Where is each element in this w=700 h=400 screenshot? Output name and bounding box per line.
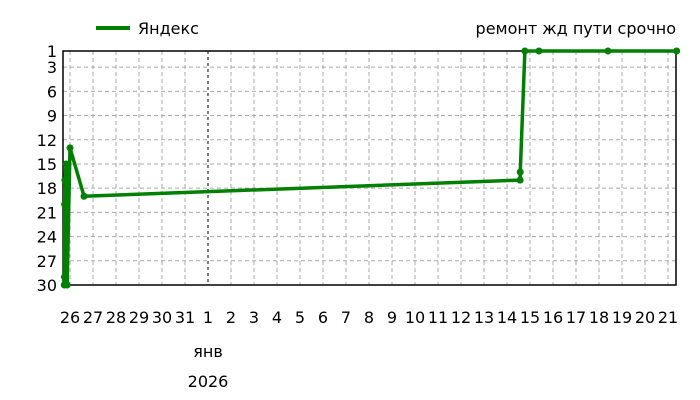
data-point (516, 176, 524, 184)
x-tick-label: 27 (83, 308, 103, 327)
x-tick-label: 7 (341, 308, 351, 327)
data-point (62, 160, 70, 168)
data-point (66, 144, 74, 152)
x-tick-label: 13 (474, 308, 494, 327)
x-tick-label: 29 (129, 308, 149, 327)
y-tick-label: 1 (47, 42, 57, 61)
x-tick-label: 10 (405, 308, 425, 327)
x-tick-label: 3 (249, 308, 259, 327)
x-tick-label: 2 (226, 308, 236, 327)
x-tick-label: 19 (612, 308, 632, 327)
data-point (61, 176, 69, 184)
data-point (673, 47, 681, 55)
y-tick-label: 12 (37, 131, 57, 150)
y-tick-label: 30 (37, 276, 57, 295)
x-tick-label: 16 (543, 308, 563, 327)
y-axis: 13 6 9 12 15 18 21 24 27 30 (37, 42, 57, 295)
legend-label: Яндекс (138, 19, 199, 38)
data-point (521, 47, 529, 55)
x-year-label: 2026 (188, 372, 229, 391)
x-axis: 26 27 28 29 30 31 1 2 3 4 5 6 7 8 9 10 11 12 13 14 15 16 17 18 1… (60, 308, 678, 327)
data-point (604, 47, 612, 55)
x-tick-label: 17 (566, 308, 586, 327)
y-tick-label: 6 (47, 82, 57, 101)
y-tick-label: 27 (37, 252, 57, 271)
x-month-label: янв (193, 342, 223, 361)
x-tick-label: 12 (451, 308, 471, 327)
data-point (60, 273, 68, 281)
data-point (80, 192, 88, 200)
y-tick-label: 15 (37, 155, 57, 174)
data-point (63, 281, 71, 289)
data-point (61, 200, 69, 208)
chart-title: ремонт жд пути срочно (476, 19, 676, 38)
grid (63, 51, 676, 285)
x-tick-label: 8 (364, 308, 374, 327)
x-tick-label: 14 (497, 308, 517, 327)
data-point (516, 168, 524, 176)
x-tick-label: 30 (152, 308, 172, 327)
x-tick-label: 9 (387, 308, 397, 327)
plot-frame (62, 50, 677, 286)
x-tick-label: 11 (428, 308, 448, 327)
x-tick-label: 15 (520, 308, 540, 327)
x-tick-label: 18 (589, 308, 609, 327)
data-point (535, 47, 543, 55)
x-tick-label: 1 (203, 308, 213, 327)
x-tick-label: 4 (272, 308, 282, 327)
y-tick-label: 24 (37, 228, 57, 247)
y-tick-label: 18 (37, 179, 57, 198)
y-tick-label: 21 (37, 203, 57, 222)
y-tick-label: 9 (47, 107, 57, 126)
series-line (62, 49, 677, 287)
x-tick-label: 6 (318, 308, 328, 327)
x-tick-label: 21 (658, 308, 678, 327)
series-yandex (60, 47, 681, 289)
y-tick-label: 3 (47, 58, 57, 77)
x-tick-label: 31 (175, 308, 195, 327)
x-tick-label: 20 (635, 308, 655, 327)
x-tick-label: 28 (106, 308, 126, 327)
x-tick-label: 26 (60, 308, 80, 327)
x-tick-label: 5 (295, 308, 305, 327)
